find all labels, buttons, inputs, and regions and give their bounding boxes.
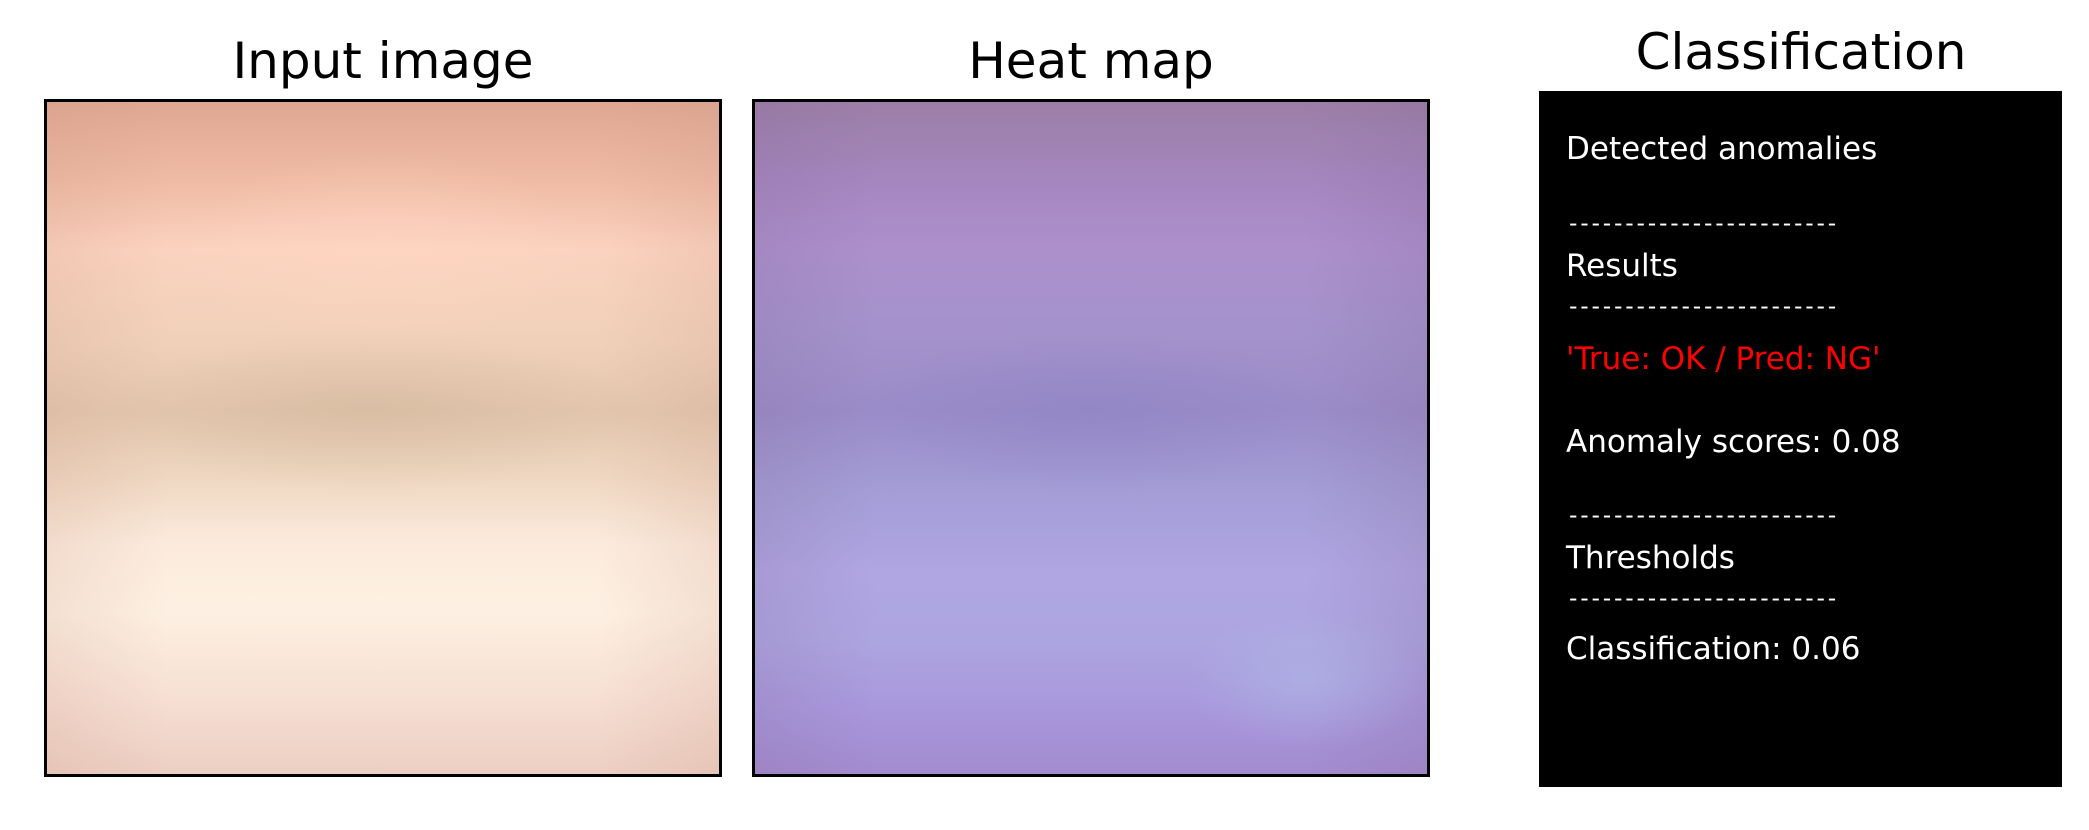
prediction-result: 'True: OK / Pred: NG' <box>1566 341 1881 377</box>
separator-line: ------------------------ <box>1566 501 1839 529</box>
input-image-shading <box>47 102 719 774</box>
input-image-title: Input image <box>232 32 534 90</box>
heat-map-title: Heat map <box>968 32 1214 90</box>
heat-map-shading <box>755 102 1427 774</box>
classification-panel: Detected anomalies ---------------------… <box>1539 91 2062 787</box>
anomaly-score: Anomaly scores: 0.08 <box>1566 424 1901 460</box>
separator-line: ------------------------ <box>1566 292 1839 320</box>
separator-line: ------------------------ <box>1566 584 1839 612</box>
heat-map-image <box>752 99 1430 777</box>
classification-title: Classification <box>1635 23 1967 81</box>
separator-line: ------------------------ <box>1566 209 1839 237</box>
thresholds-header: Thresholds <box>1566 540 1735 576</box>
input-image <box>44 99 722 777</box>
results-header: Results <box>1566 248 1678 284</box>
classification-threshold: Classification: 0.06 <box>1566 631 1861 667</box>
detected-anomalies-header: Detected anomalies <box>1566 131 1878 167</box>
